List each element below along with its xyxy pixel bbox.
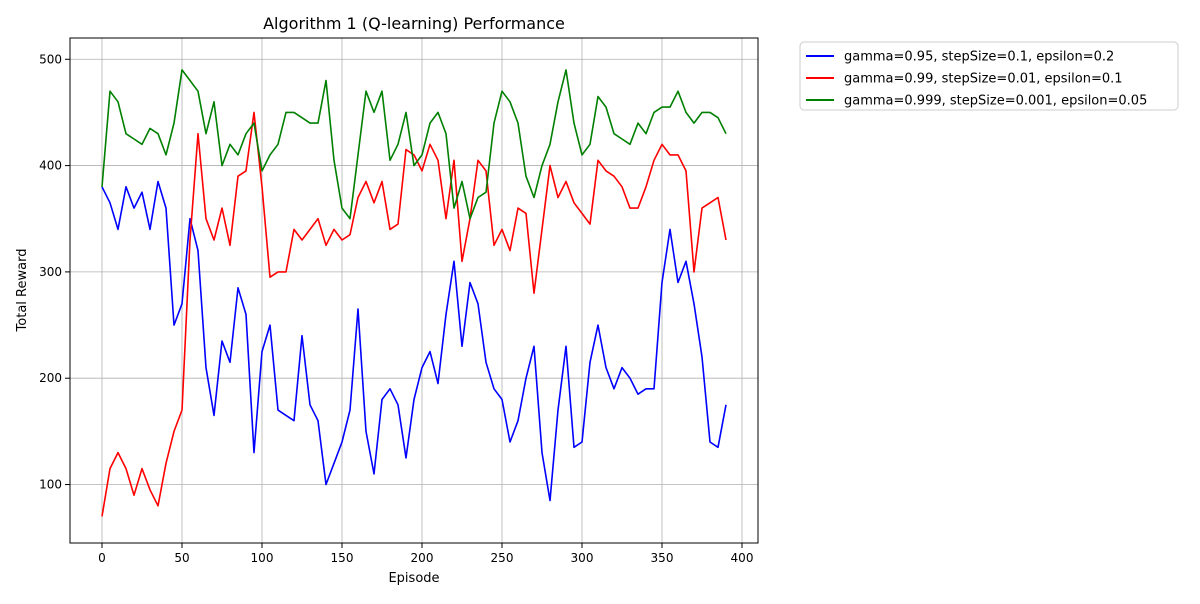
plot-series — [101, 69, 727, 517]
y-axis-ticks: 100 200 300 400 500 — [39, 52, 70, 492]
grid — [70, 38, 758, 543]
x-tick-label: 300 — [571, 551, 594, 565]
series-line-3 — [101, 69, 727, 220]
legend: gamma=0.95, stepSize=0.1, epsilon=0.2 gam… — [799, 41, 1179, 111]
x-tick-label: 350 — [651, 551, 674, 565]
x-axis-label: Episode — [388, 571, 439, 586]
plot-area-frame — [69, 37, 759, 544]
y-tick-label: 400 — [39, 159, 62, 173]
x-tick-label: 150 — [331, 551, 354, 565]
x-axis-ticks: 0 50 100 150 200 250 300 350 400 — [98, 543, 753, 565]
legend-label-3: gamma=0.999, stepSize=0.001, epsilon=0.0… — [844, 94, 1147, 109]
legend-box — [799, 41, 1179, 111]
x-tick-label: 250 — [491, 551, 514, 565]
y-axis-label: Total Reward — [15, 249, 30, 333]
x-tick-label: 400 — [731, 551, 754, 565]
x-tick-label: 0 — [98, 551, 106, 565]
series-line-2 — [101, 111, 727, 517]
x-tick-label: 100 — [251, 551, 274, 565]
x-tick-label: 50 — [174, 551, 189, 565]
x-tick-label: 200 — [411, 551, 434, 565]
y-tick-label: 100 — [39, 478, 62, 492]
series-line-1 — [101, 180, 727, 502]
y-tick-label: 500 — [39, 52, 62, 66]
legend-label-2: gamma=0.99, stepSize=0.01, epsilon=0.1 — [844, 72, 1123, 87]
legend-label-1: gamma=0.95, stepSize=0.1, epsilon=0.2 — [844, 50, 1114, 65]
chart-title: Algorithm 1 (Q-learning) Performance — [263, 14, 565, 33]
y-tick-label: 300 — [39, 265, 62, 279]
y-tick-label: 200 — [39, 371, 62, 385]
